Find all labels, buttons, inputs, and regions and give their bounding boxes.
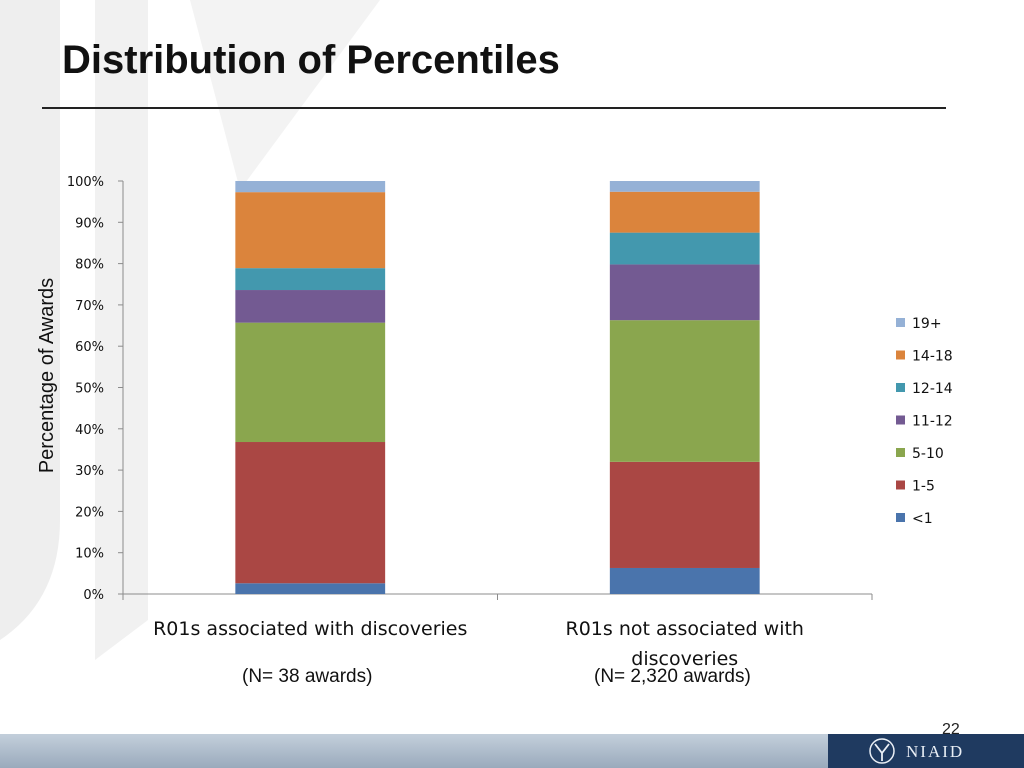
bar-segment [609,567,760,594]
legend-swatch [896,513,905,522]
bar-segment [235,181,386,193]
bar-segment [609,191,760,233]
x-category-label: R01s not associated with [566,618,804,640]
y-tick-label: 20% [75,505,104,520]
legend-label: 5-10 [912,446,944,462]
y-tick-label: 70% [75,299,104,314]
y-tick-label: 60% [75,340,104,355]
page-title: Distribution of Percentiles [62,38,560,82]
x-category-label: discoveries [631,648,738,670]
y-tick-label: 10% [75,547,104,562]
niaid-logo-text: NIAID [906,742,965,761]
y-tick-label: 30% [75,464,104,479]
legend-label: 12-14 [912,381,953,397]
legend-swatch [896,350,905,360]
legend-label: <1 [912,511,933,527]
x-category-label: R01s associated with discoveries [153,618,467,640]
y-tick-label: 0% [83,588,104,603]
bar-segment [609,320,760,462]
bar-segment [609,461,760,568]
title-divider [42,107,946,109]
bar-segment [235,583,386,594]
bar-segment [235,290,386,323]
page-number: 22 [942,721,960,738]
bar-segment [235,268,386,291]
stacked-bar-chart: 0% 10% 20% 30% 40% 50% 60% 70% 80% 90% 100% R01s as… [36,175,953,670]
legend-label: 19+ [912,316,942,332]
legend-swatch [896,318,905,327]
bar-segment [235,442,386,584]
legend-swatch [896,383,905,392]
y-axis-label: Percentage of Awards [36,278,58,473]
legend-label: 1-5 [912,479,935,495]
n-label-1: (N= 38 awards) [242,666,373,687]
n-label-2: (N= 2,320 awards) [594,666,751,687]
y-tick-label: 50% [75,382,104,397]
niaid-logo-icon [869,738,895,764]
bar-segment [609,264,760,321]
bar-segment [609,181,760,192]
legend-swatch [896,448,905,457]
bar-segment [235,192,386,269]
y-tick-label: 80% [75,258,104,273]
legend-swatch [896,415,905,425]
y-tick-label: 100% [67,175,104,190]
footer-gradient [0,734,828,768]
legend-label: 11-12 [912,414,953,430]
legend-swatch [896,480,905,490]
y-tick-label: 90% [75,216,104,231]
y-tick-label: 40% [75,423,104,438]
legend-label: 14-18 [912,349,953,365]
footer-logo-panel [828,734,1024,768]
bar-segment [609,232,760,265]
footer-bar [0,734,1024,768]
bar-segment [235,322,386,443]
